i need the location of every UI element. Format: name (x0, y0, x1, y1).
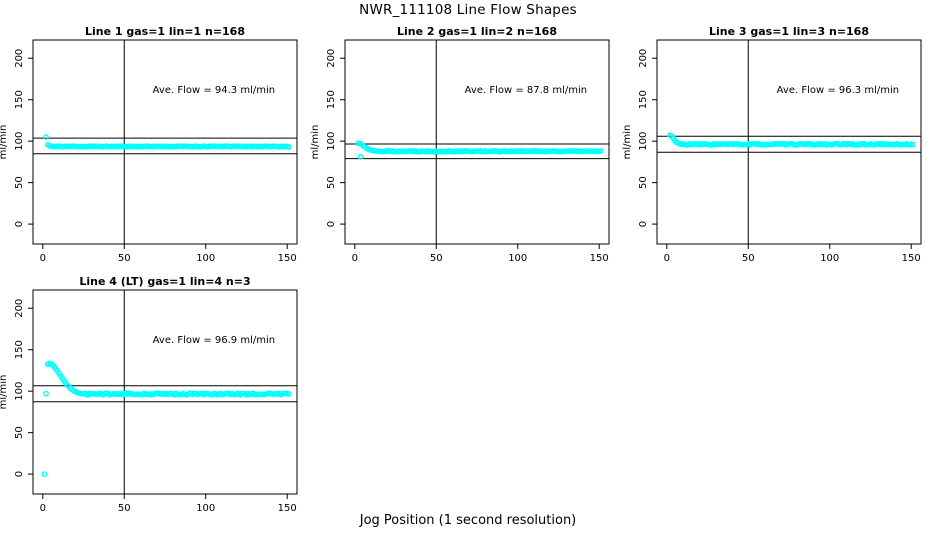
series-points (41, 360, 292, 477)
y-tick-label: 0 (14, 471, 25, 477)
x-tick-label: 100 (508, 253, 527, 264)
data-point (286, 391, 292, 397)
plot-box (344, 39, 610, 245)
y-tick-label: 50 (638, 176, 649, 189)
series-points (43, 134, 292, 150)
x-tick-label: 50 (118, 503, 131, 514)
x-tick-label: 0 (40, 253, 46, 264)
y-axis: 0 50 100 150 200 (638, 49, 657, 227)
y-axis: 0 50 100 150 200 (326, 49, 345, 227)
y-axis: 0 50 100 150 200 (14, 49, 33, 227)
ave-flow-annotation: Ave. Flow = 96.9 ml/min (153, 335, 275, 346)
y-axis-title: ml/min (0, 125, 9, 160)
y-tick-label: 50 (326, 176, 337, 189)
x-axis: 0 50 100 150 (664, 244, 921, 264)
x-tick-label: 0 (40, 503, 46, 514)
plot-box (32, 289, 298, 495)
data-point (598, 148, 604, 154)
plot-svg-3: Line 3 gas=1 lin=3 n=168 0 50 100 150 0 50 100 1… (622, 25, 922, 264)
series-points (667, 132, 916, 148)
ave-flow-annotation: Ave. Flow = 96.3 ml/min (777, 85, 899, 96)
panel-line-3: Line 3 gas=1 lin=3 n=168 0 50 100 150 0 50 100 1… (621, 25, 925, 284)
y-tick-label: 200 (14, 299, 25, 318)
x-axis: 0 50 100 150 (40, 494, 297, 514)
x-axis: 0 50 100 150 (40, 244, 297, 264)
panel-title: Line 3 gas=1 lin=3 n=168 (709, 25, 869, 38)
ave-flow-annotation: Ave. Flow = 87.8 ml/min (465, 85, 587, 96)
data-point (43, 134, 49, 140)
panel-line-2: Line 2 gas=1 lin=2 n=168 0 50 100 150 0 50 100 1… (309, 25, 613, 284)
y-tick-label: 200 (326, 49, 337, 68)
panel-title: Line 2 gas=1 lin=2 n=168 (397, 25, 557, 38)
y-tick-label: 0 (638, 221, 649, 227)
panel-line-1: Line 1 gas=1 lin=1 n=168 0 50 100 150 0 50 100 1… (0, 25, 301, 284)
y-tick-label: 150 (14, 340, 25, 359)
x-tick-label: 150 (902, 253, 921, 264)
y-tick-label: 0 (326, 221, 337, 227)
y-axis-title: ml/min (622, 125, 633, 160)
data-point (43, 390, 49, 397)
x-tick-label: 0 (664, 253, 670, 264)
plot-svg-4: Line 4 (LT) gas=1 lin=4 n=3 0 50 100 150 0 50 1… (0, 275, 298, 514)
y-axis-title: ml/min (310, 125, 321, 160)
y-axis: 0 50 100 150 200 (14, 299, 33, 477)
y-tick-label: 100 (638, 132, 649, 151)
plot-svg-2: Line 2 gas=1 lin=2 n=168 0 50 100 150 0 50 100 1… (310, 25, 610, 264)
x-axis-label: Jog Position (1 second resolution) (359, 513, 577, 528)
x-tick-label: 150 (278, 253, 297, 264)
x-tick-label: 100 (196, 253, 215, 264)
ave-flow-annotation: Ave. Flow = 94.3 ml/min (153, 85, 275, 96)
x-tick-label: 150 (590, 253, 609, 264)
x-axis: 0 50 100 150 (352, 244, 609, 264)
y-tick-label: 50 (14, 176, 25, 189)
y-axis-title: ml/min (0, 375, 9, 410)
plot-box (656, 39, 922, 245)
y-tick-label: 150 (14, 90, 25, 109)
y-tick-label: 100 (326, 132, 337, 151)
panel-title: Line 4 (LT) gas=1 lin=4 n=3 (79, 275, 250, 288)
y-tick-label: 150 (638, 90, 649, 109)
data-point (910, 141, 916, 148)
plot-svg-1: Line 1 gas=1 lin=1 n=168 0 50 100 150 0 50 100 1… (0, 25, 298, 264)
y-tick-label: 200 (638, 49, 649, 68)
x-tick-label: 50 (742, 253, 755, 264)
plot-box (32, 39, 298, 245)
x-tick-label: 150 (278, 503, 297, 514)
x-tick-label: 50 (118, 253, 131, 264)
y-tick-label: 100 (14, 132, 25, 151)
x-tick-label: 100 (820, 253, 839, 264)
y-tick-label: 50 (14, 426, 25, 439)
panel-line-4-lt: Line 4 (LT) gas=1 lin=4 n=3 0 50 100 150 0 50 1… (0, 275, 301, 534)
y-tick-label: 150 (326, 90, 337, 109)
x-tick-label: 100 (196, 503, 215, 514)
data-point (286, 143, 292, 150)
main-title: NWR_111108 Line Flow Shapes (359, 2, 577, 18)
panel-title: Line 1 gas=1 lin=1 n=168 (85, 25, 245, 38)
y-tick-label: 200 (14, 49, 25, 68)
y-tick-label: 0 (14, 221, 25, 227)
x-tick-label: 0 (352, 253, 358, 264)
data-point (357, 154, 364, 160)
data-point (41, 471, 48, 477)
x-tick-label: 50 (430, 253, 443, 264)
y-tick-label: 100 (14, 382, 25, 401)
series-points (355, 140, 604, 160)
